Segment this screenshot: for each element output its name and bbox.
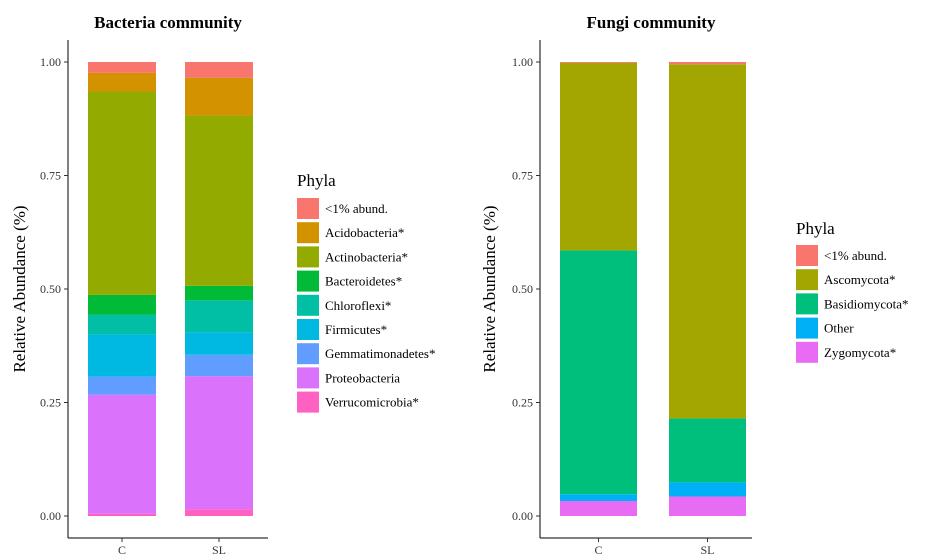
bacteria-y-tick-label: 0.50 (40, 282, 61, 296)
bacteria-legend-swatch (297, 294, 319, 316)
fungi-bar-c-0 (560, 501, 637, 516)
bacteria-legend-title: Phyla (297, 171, 336, 190)
fungi-bar-c-3 (560, 62, 637, 251)
fungi-legend-swatch (796, 317, 818, 339)
fungi-legend-label: Basidiomycota* (824, 296, 909, 311)
fungi-legend-title: Phyla (796, 219, 835, 238)
bacteria-bar-sl-0 (185, 509, 253, 516)
bacteria-bar-c-0 (88, 513, 156, 516)
fungi-bar-sl-1 (669, 482, 746, 497)
bacteria-legend-swatch (297, 391, 319, 413)
bacteria-bar-sl-8 (185, 62, 253, 78)
bacteria-legend-label: <1% abund. (325, 201, 388, 216)
fungi-bar-c-1 (560, 494, 637, 502)
bacteria-bar-c-6 (88, 91, 156, 295)
fungi-bar-c-4 (560, 62, 637, 63)
bacteria-legend-swatch (297, 198, 319, 219)
bacteria-legend-swatch (297, 270, 319, 292)
bacteria-bar-c-4 (88, 314, 156, 335)
fungi-legend-swatch (796, 245, 818, 266)
bacteria-y-tick-label: 1.00 (40, 55, 61, 69)
fungi-legend-label: Other (824, 321, 854, 336)
bacteria-legend-swatch (297, 343, 319, 365)
bacteria-bar-sl-7 (185, 77, 253, 116)
bacteria-legend-label: Firmicutes* (325, 322, 387, 337)
bacteria-y-tick-label: 0.25 (40, 396, 61, 410)
bacteria-legend-label: Actinobacteria* (325, 249, 408, 264)
fungi-bar-sl-3 (669, 64, 746, 419)
bacteria-y-axis-title: Relative Abundance (%) (10, 205, 29, 372)
fungi-y-tick-label: 0.75 (512, 169, 533, 183)
bacteria-chart-title: Bacteria community (94, 13, 242, 32)
bacteria-bar-sl-3 (185, 332, 253, 355)
fungi-chart-panel: Fungi community Relative Abundance (%) 0.0… (480, 13, 909, 557)
bacteria-legend-swatch (297, 222, 319, 244)
bacteria-bar-sl-6 (185, 115, 253, 286)
fungi-bar-sl-2 (669, 418, 746, 483)
bacteria-x-tick-label: C (118, 543, 126, 557)
bacteria-bar-c-8 (88, 62, 156, 73)
bacteria-legend-label: Verrucomicrobia* (325, 395, 419, 410)
bacteria-bar-c-3 (88, 334, 156, 377)
fungi-legend-label: <1% abund. (824, 248, 887, 263)
fungi-legend-swatch (796, 269, 818, 291)
bacteria-bar-c-1 (88, 394, 156, 514)
fungi-legend-swatch (796, 341, 818, 363)
bacteria-legend-label: Bacteroidetes* (325, 274, 402, 289)
fungi-legend-label: Ascomycota* (824, 272, 895, 287)
fungi-x-tick-label: C (594, 543, 602, 557)
bacteria-bar-c-7 (88, 72, 156, 92)
fungi-legend-swatch (796, 293, 818, 315)
bacteria-legend-swatch (297, 246, 319, 268)
fungi-y-tick-label: 0.25 (512, 396, 533, 410)
bacteria-bar-c-2 (88, 376, 156, 395)
fungi-y-tick-label: 0.00 (512, 509, 533, 523)
bacteria-bar-sl-1 (185, 376, 253, 510)
bacteria-y-tick-label: 0.00 (40, 509, 61, 523)
fungi-y-axis-title: Relative Abundance (%) (480, 205, 499, 372)
bacteria-legend-label: Gemmatimonadetes* (325, 346, 435, 361)
bacteria-legend-label: Acidobacteria* (325, 225, 404, 240)
bacteria-chart-panel: Bacteria community Relative Abundance (%)… (10, 13, 435, 557)
bacteria-bar-c-5 (88, 294, 156, 315)
fungi-x-tick-label: SL (700, 543, 714, 557)
bacteria-legend-swatch (297, 367, 319, 389)
fungi-bar-sl-4 (669, 62, 746, 65)
fungi-chart-title: Fungi community (587, 13, 716, 32)
fungi-legend-label: Zygomycota* (824, 345, 896, 360)
fungi-y-tick-label: 1.00 (512, 55, 533, 69)
bacteria-bar-sl-5 (185, 285, 253, 301)
bacteria-bar-sl-4 (185, 300, 253, 333)
bacteria-y-tick-label: 0.75 (40, 169, 61, 183)
bacteria-legend-label: Proteobacteria (325, 370, 400, 385)
bacteria-x-tick-label: SL (212, 543, 226, 557)
fungi-bar-c-2 (560, 250, 637, 495)
bacteria-legend-swatch (297, 319, 319, 340)
bacteria-bar-sl-2 (185, 354, 253, 377)
bacteria-legend-label: Chloroflexi* (325, 298, 391, 313)
fungi-y-tick-label: 0.50 (512, 282, 533, 296)
fungi-bar-sl-0 (669, 496, 746, 516)
